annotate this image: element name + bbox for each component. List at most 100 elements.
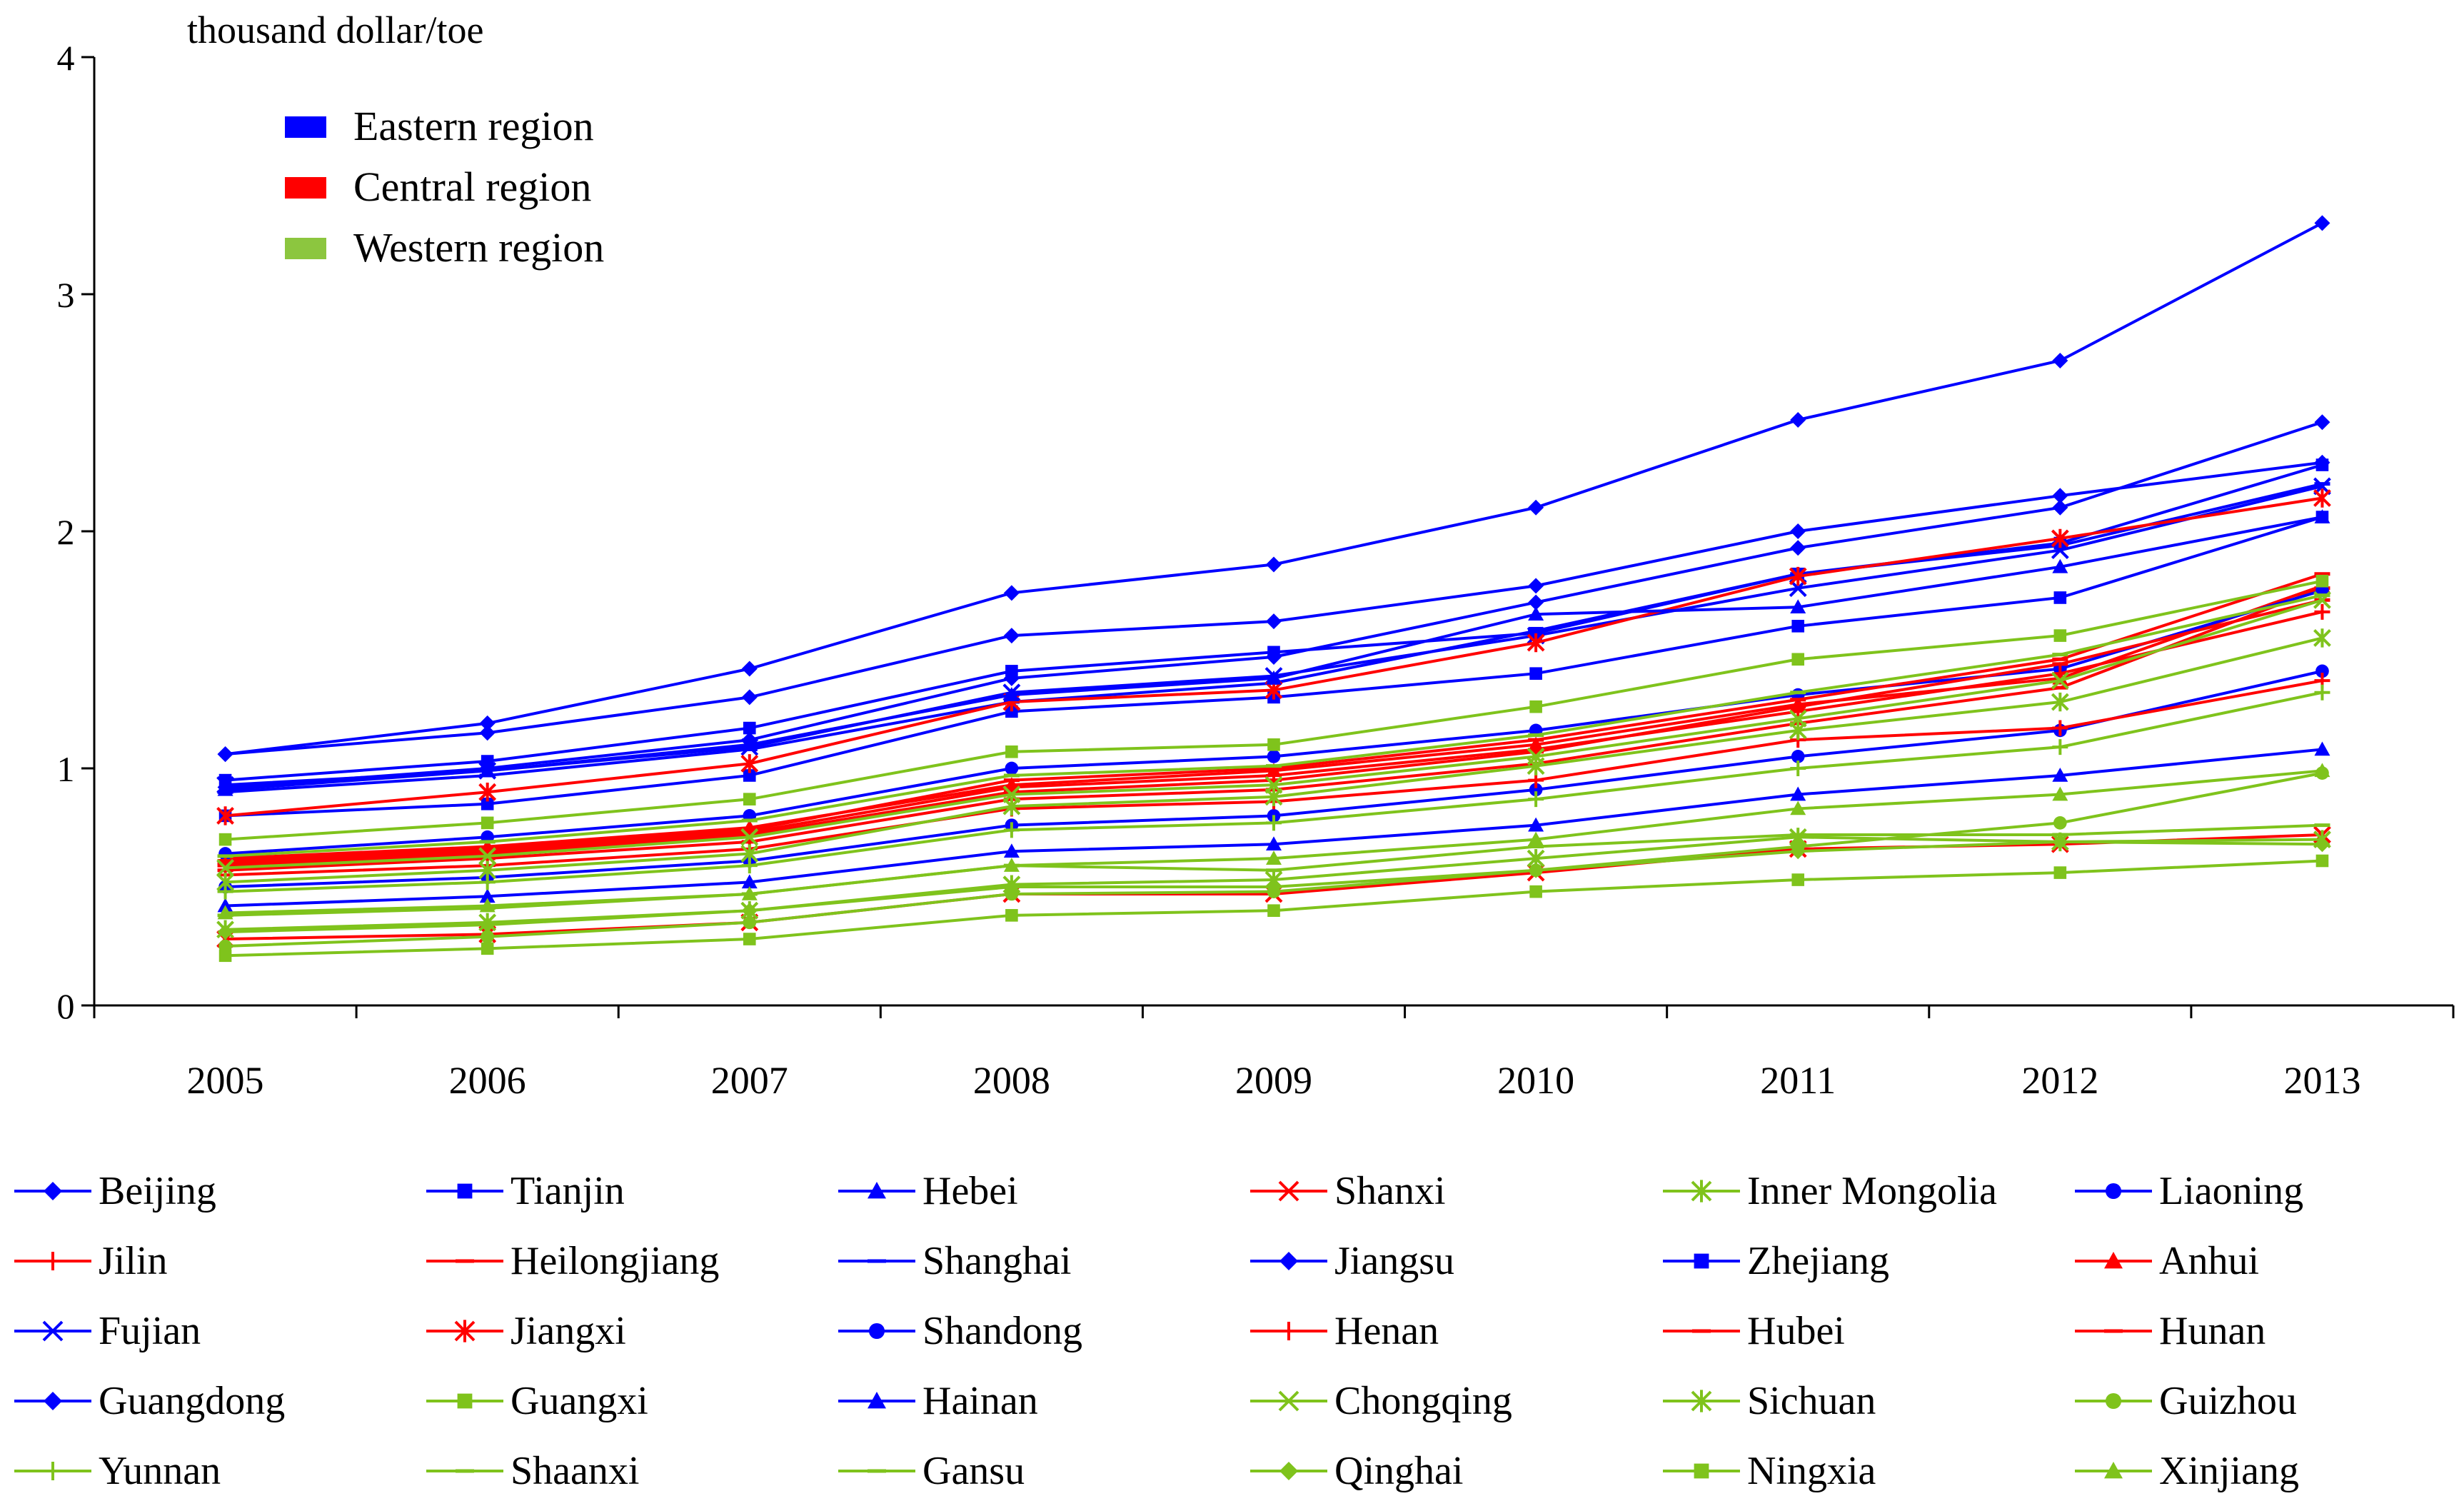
marker	[481, 930, 495, 944]
legend-label: Inner Mongolia	[1747, 1169, 1997, 1213]
marker	[868, 1322, 885, 1340]
legend-label: Shaanxi	[511, 1449, 639, 1493]
marker	[741, 903, 758, 919]
region-legend: Eastern region Central region Western regi…	[285, 103, 604, 271]
marker	[1528, 791, 1544, 808]
x-tick-label: 2009	[1235, 1059, 1312, 1102]
x-tick-label: 2005	[187, 1059, 264, 1102]
marker	[868, 1182, 886, 1199]
marker	[217, 781, 233, 796]
marker	[1264, 787, 1283, 807]
legend-label: Shandong	[922, 1309, 1082, 1353]
legend-label: Hainan	[922, 1379, 1038, 1423]
legend-label: Tianjin	[511, 1169, 625, 1213]
series-qinghai	[217, 833, 2330, 940]
legend-item-heilongjiang: Heilongjiang	[426, 1239, 719, 1283]
marker	[481, 798, 494, 810]
marker	[2314, 603, 2330, 620]
marker	[42, 1320, 64, 1342]
series-beijing	[217, 215, 2330, 763]
legend-item-tianjin: Tianjin	[426, 1169, 625, 1213]
marker	[218, 949, 232, 963]
marker	[44, 1252, 62, 1270]
marker	[2315, 574, 2329, 588]
legend-label: Qinghai	[1334, 1449, 1463, 1493]
marker	[743, 933, 756, 945]
marker	[740, 754, 759, 773]
marker	[2105, 1392, 2122, 1410]
legend-label: Liaoning	[2159, 1169, 2303, 1213]
y-tick-label: 2	[57, 512, 75, 552]
legend-item-beijing: Beijing	[14, 1169, 216, 1213]
series-ningxia	[218, 854, 2329, 963]
marker	[1790, 599, 1806, 614]
region-legend-label: Western region	[353, 224, 604, 271]
legend-item-ningxia: Ningxia	[1663, 1449, 1876, 1493]
marker	[2052, 352, 2068, 368]
marker	[1278, 1180, 1299, 1202]
marker	[1528, 606, 1544, 621]
marker	[1789, 566, 1807, 586]
marker	[1266, 613, 1282, 630]
marker	[1266, 879, 1282, 895]
legend-label: Henan	[1334, 1309, 1439, 1353]
marker	[741, 874, 758, 889]
series-jiangsu	[217, 414, 2330, 795]
marker	[2315, 664, 2329, 678]
legend-item-shaanxi: Shaanxi	[426, 1449, 639, 1493]
marker	[1790, 540, 1806, 556]
marker	[1691, 1180, 1712, 1203]
marker	[2051, 528, 2069, 548]
marker	[479, 898, 496, 913]
marker	[743, 793, 756, 805]
legend-label: Sichuan	[1747, 1379, 1876, 1423]
series-legend: Beijing Tianjin Hebei Shanxi Inner Mongolia L…	[14, 1169, 2303, 1493]
marker	[2053, 629, 2067, 642]
marker	[1790, 843, 1806, 860]
legend-item-shandong: Shandong	[838, 1309, 1082, 1353]
legend-label: Jilin	[99, 1239, 167, 1283]
marker	[478, 783, 497, 802]
legend-label: Guangxi	[511, 1379, 648, 1423]
marker	[217, 924, 233, 940]
marker	[44, 1182, 62, 1200]
marker	[1791, 653, 1805, 666]
x-tick-label: 2006	[449, 1059, 526, 1102]
marker	[868, 1392, 886, 1409]
series-xinjiang	[217, 763, 2330, 920]
legend-item-qinghai: Qinghai	[1250, 1449, 1463, 1493]
marker	[481, 816, 494, 830]
series-hainan	[217, 509, 2330, 796]
region-legend-label: Central region	[353, 164, 591, 210]
marker	[44, 1462, 62, 1480]
marker	[1694, 1253, 1709, 1269]
marker	[1003, 585, 1020, 601]
legend-label: Jiangsu	[1334, 1239, 1454, 1283]
region-legend-swatch	[285, 177, 326, 199]
marker	[1266, 556, 1282, 573]
marker	[2314, 215, 2330, 231]
marker	[1790, 800, 1806, 815]
marker	[2105, 1183, 2122, 1200]
legend-item-jilin: Jilin	[14, 1239, 167, 1283]
marker	[2313, 488, 2331, 508]
marker	[2314, 509, 2330, 523]
legend-item-hebei: Hebei	[838, 1169, 1018, 1213]
legend-label: Hubei	[1747, 1309, 1845, 1353]
marker	[2052, 720, 2068, 736]
marker	[216, 806, 234, 825]
marker	[1790, 411, 1806, 428]
marker	[1005, 745, 1018, 758]
legend-item-liaoning: Liaoning	[2075, 1169, 2303, 1213]
marker	[1002, 796, 1021, 816]
series-guangdong	[217, 454, 2330, 763]
marker	[2314, 763, 2330, 778]
marker	[2104, 1462, 2123, 1479]
series-yunnan	[217, 684, 2330, 900]
y-tick-label: 3	[57, 275, 75, 315]
marker	[1003, 879, 1020, 895]
series-hebei	[217, 741, 2330, 913]
marker	[2315, 854, 2329, 868]
legend-label: Fujian	[99, 1309, 201, 1353]
series-lines	[216, 215, 2331, 963]
